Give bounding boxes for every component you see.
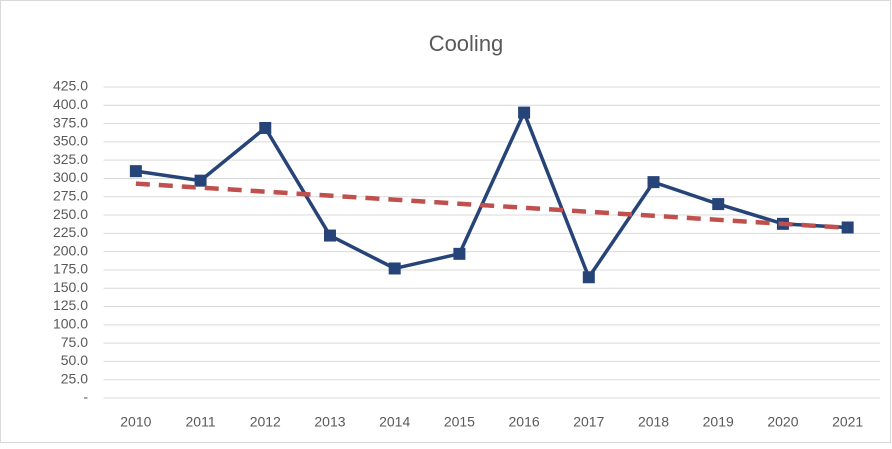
y-tick-label: 250.0 [53, 206, 88, 222]
y-tick-label: 175.0 [53, 261, 88, 277]
x-tick-label: 2012 [250, 414, 281, 430]
marker [647, 176, 660, 189]
x-tick-label: 2010 [120, 414, 151, 430]
marker [194, 174, 207, 187]
y-tick-label: 150.0 [53, 279, 88, 295]
marker [259, 121, 272, 134]
series-line [135, 110, 848, 280]
y-tick-label: - [83, 389, 88, 405]
y-tick-label: 325.0 [53, 151, 88, 167]
marker [712, 198, 725, 211]
marker [453, 247, 466, 260]
y-tick-label: 275.0 [53, 187, 88, 203]
x-tick-label: 2019 [703, 414, 734, 430]
y-tick-label: 425.0 [53, 78, 88, 94]
x-tick-label: 2021 [832, 414, 863, 430]
x-tick-label: 2011 [186, 414, 216, 430]
chart-title: Cooling [429, 31, 504, 56]
y-tick-label: 200.0 [53, 242, 88, 258]
y-tick-label: 100.0 [53, 316, 88, 332]
trend-line [135, 181, 848, 231]
y-tick-label: 375.0 [53, 114, 88, 130]
x-tick-label: 2018 [638, 414, 669, 430]
y-tick-label: 50.0 [61, 352, 88, 368]
y-tick-label: 350.0 [53, 133, 88, 149]
y-tick-label: 25.0 [61, 370, 88, 386]
x-tick-label: 2016 [509, 414, 540, 430]
marker [582, 271, 595, 284]
x-tick-label: 2017 [573, 414, 604, 430]
y-tick-label: 300.0 [53, 169, 88, 185]
x-tick-label: 2014 [379, 414, 410, 430]
y-tick-label: 125.0 [53, 297, 88, 313]
x-tick-label: 2013 [314, 414, 345, 430]
x-tick-label: 2020 [767, 414, 798, 430]
y-tick-label: 225.0 [53, 224, 88, 240]
x-tick-label: 2015 [444, 414, 475, 430]
y-tick-label: 400.0 [53, 96, 88, 112]
marker [388, 262, 401, 275]
marker [518, 106, 531, 119]
marker [323, 229, 336, 242]
y-tick-label: 75.0 [61, 334, 88, 350]
marker [129, 165, 142, 178]
